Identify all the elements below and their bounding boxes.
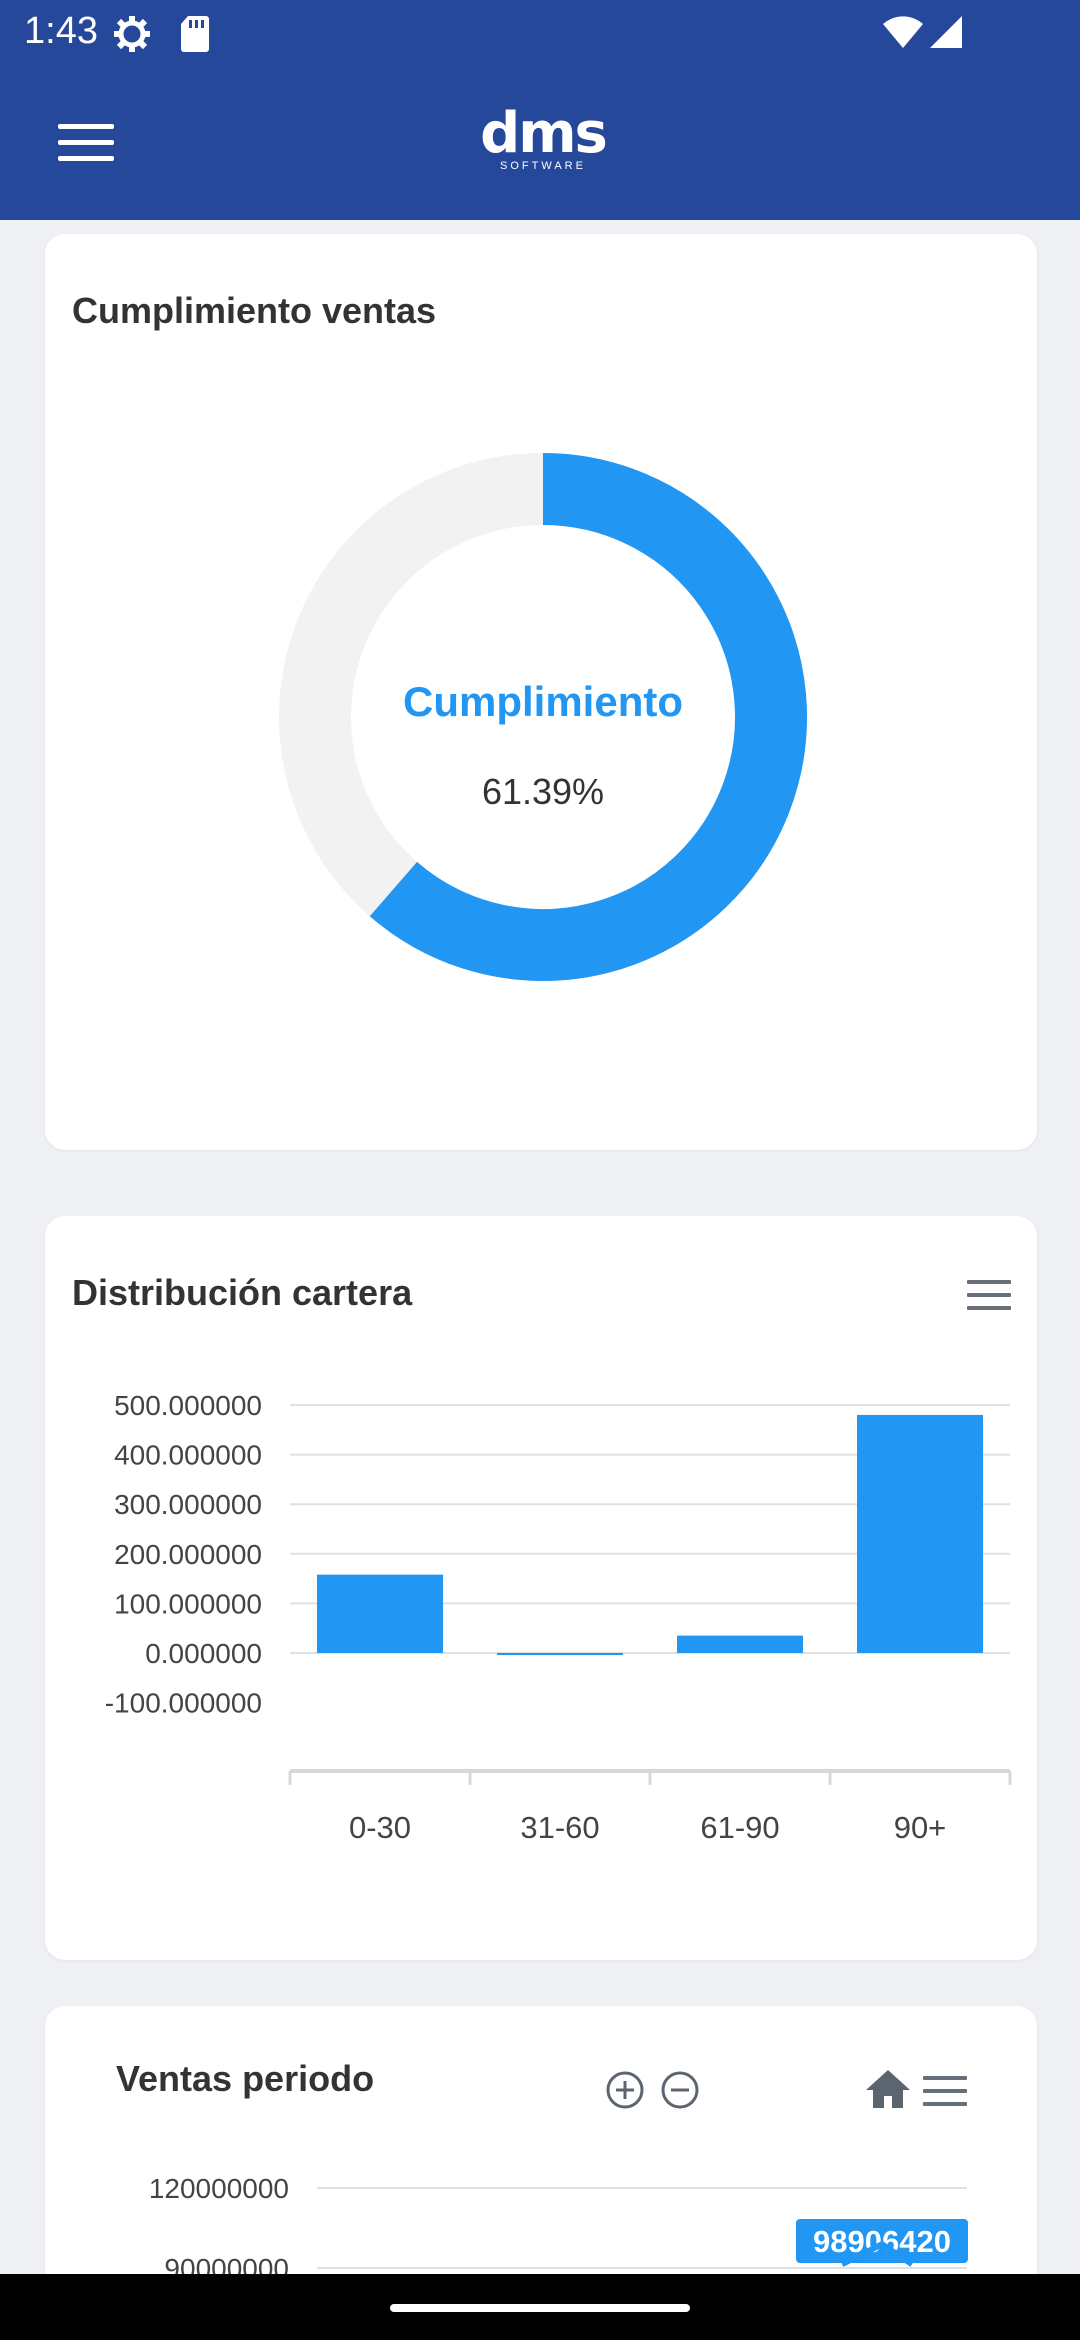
dms-logo: dms SOFTWARE	[468, 104, 618, 184]
wifi-icon	[883, 16, 923, 48]
y-tick-label: 100.000000	[114, 1588, 262, 1619]
donut-slice-cumplimiento[interactable]	[369, 453, 807, 981]
x-tick-label: 61-90	[700, 1810, 779, 1845]
bar-31-60[interactable]	[497, 1653, 623, 1655]
cartera-card: Distribución cartera 500.000000 400.00000…	[45, 1216, 1037, 1960]
y-tick-label: 0.000000	[145, 1638, 262, 1669]
card-title: Distribución cartera	[72, 1272, 413, 1313]
status-bar: 1:43	[0, 0, 1080, 66]
chart-menu-icon[interactable]	[967, 1280, 1013, 1314]
x-tick-label: 90+	[894, 1810, 947, 1845]
home-icon[interactable]	[865, 2068, 911, 2110]
bar-90+[interactable]	[857, 1414, 983, 1653]
ventas-card: Ventas periodo 120000000 90000000 98906420	[45, 2006, 1037, 2306]
status-time: 1:43	[24, 10, 98, 52]
zoom-in-icon[interactable]	[605, 2070, 645, 2110]
donut-center-label: Cumplimiento	[403, 678, 683, 725]
logo-subtext: SOFTWARE	[500, 160, 586, 172]
sd-card-icon	[181, 16, 209, 52]
card-title: Cumplimiento ventas	[72, 290, 437, 331]
y-tick-label: -100.000000	[105, 1688, 262, 1719]
series-line	[840, 2240, 914, 2267]
bar-61-90[interactable]	[677, 1635, 803, 1653]
cell-signal-icon	[930, 16, 962, 48]
y-tick-label: 500.000000	[114, 1390, 262, 1421]
hamburger-menu-icon[interactable]	[58, 124, 120, 164]
system-nav-bar	[0, 2274, 1080, 2340]
home-gesture-pill[interactable]	[390, 2304, 690, 2312]
x-tick-label: 0-30	[349, 1810, 411, 1845]
y-tick-label: 120000000	[149, 2173, 289, 2204]
logo-text: dms	[480, 101, 608, 166]
zoom-out-icon[interactable]	[660, 2070, 700, 2110]
bar-chart: 500.000000 400.000000 300.000000 200.000000…	[105, 1390, 1012, 1845]
donut-center-value: 61.39%	[482, 771, 604, 812]
y-tick-label: 400.000000	[114, 1440, 262, 1471]
y-tick-label: 200.000000	[114, 1539, 262, 1570]
app-header: dms SOFTWARE	[0, 66, 1080, 220]
y-tick-label: 300.000000	[114, 1489, 262, 1520]
bar-0-30[interactable]	[317, 1574, 443, 1653]
x-tick-label: 31-60	[520, 1810, 599, 1845]
cumplimiento-card: Cumplimiento ventas Cumplimiento 61.39%	[45, 234, 1037, 1150]
chart-menu-icon[interactable]	[923, 2076, 969, 2110]
card-title: Ventas periodo	[116, 2058, 375, 2099]
donut-chart: Cumplimiento 61.39%	[279, 453, 807, 981]
settings-gear-icon	[114, 16, 150, 52]
